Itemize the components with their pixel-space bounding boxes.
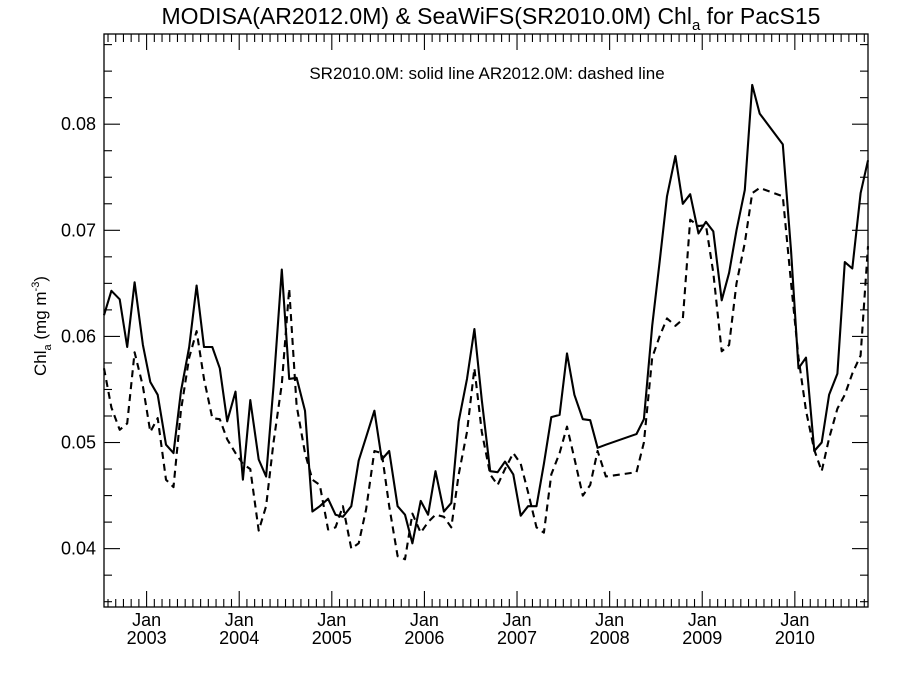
y-axis-label-close: ) [31, 276, 50, 282]
x-tick-year-label: 2004 [219, 628, 259, 648]
y-tick-label: 0.06 [61, 326, 96, 346]
x-tick-month-label: Jan [503, 610, 532, 630]
x-tick-year-label: 2006 [404, 628, 444, 648]
x-tick-year-label: 2007 [497, 628, 537, 648]
x-tick-year-label: 2009 [682, 628, 722, 648]
chart-title: MODISA(AR2012.0M) & SeaWiFS(SR2010.0M) C… [162, 3, 821, 34]
series-line-solid [102, 83, 870, 545]
x-tick-month-label: Jan [410, 610, 439, 630]
chart-title-main: MODISA(AR2012.0M) & SeaWiFS(SR2010.0M) C… [162, 3, 692, 29]
chart-title-subscript: a [692, 17, 701, 34]
x-tick-month-label: Jan [688, 610, 717, 630]
x-tick-month-label: Jan [225, 610, 254, 630]
y-axis-label-subscript: a [42, 343, 54, 350]
x-tick-year-label: 2008 [590, 628, 630, 648]
y-axis-label-unit: (mg m [31, 291, 50, 344]
x-tick-month-label: Jan [132, 610, 161, 630]
x-tick-month-label: Jan [780, 610, 809, 630]
y-axis-label-main: Chl [31, 350, 50, 376]
y-axis-ticks: 0.04 0.05 0.06 0.07 0.08 [61, 44, 868, 603]
chart-title-suffix: for PacS15 [700, 3, 820, 29]
y-tick-label: 0.05 [61, 433, 96, 453]
x-tick-year-label: 2010 [775, 628, 815, 648]
series-layer [102, 83, 870, 561]
x-tick-year-label: 2005 [312, 628, 352, 648]
y-axis-label: Chla (mg m-3) [30, 276, 54, 376]
legend-annotation: SR2010.0M: solid line AR2012.0M: dashed … [309, 64, 664, 83]
y-tick-label: 0.08 [61, 114, 96, 134]
series-line-dashed [102, 186, 870, 561]
x-tick-year-label: 2003 [127, 628, 167, 648]
x-axis-ticks: Jan2003Jan2004Jan2005Jan2006Jan2007Jan20… [107, 34, 865, 648]
y-axis-label-superscript: -3 [30, 282, 42, 292]
y-tick-label: 0.04 [61, 539, 96, 559]
y-tick-label: 0.07 [61, 220, 96, 240]
x-tick-month-label: Jan [317, 610, 346, 630]
plot-frame [103, 33, 869, 608]
x-tick-month-label: Jan [595, 610, 624, 630]
